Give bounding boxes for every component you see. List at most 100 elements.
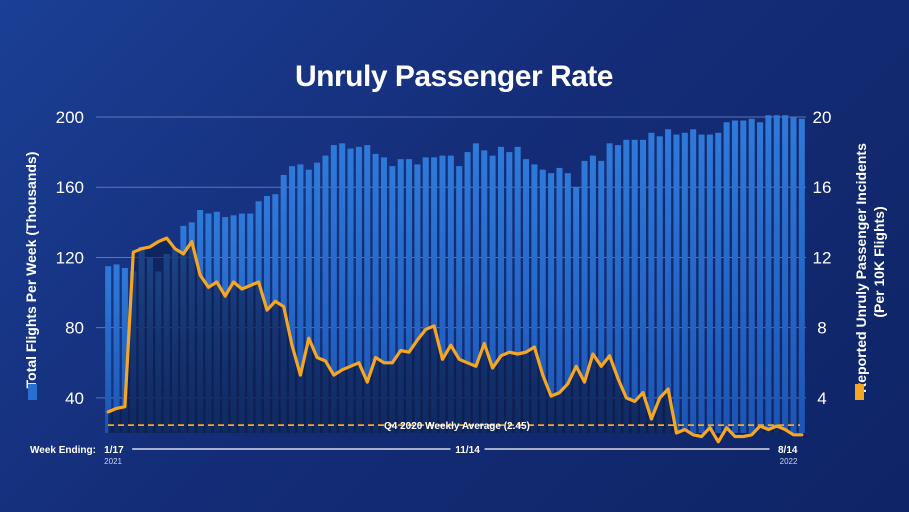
left-axis-title: Total Flights Per Week (Thousands) <box>23 152 39 389</box>
bar <box>355 146 362 433</box>
bar <box>456 166 463 433</box>
left-tick-label: 120 <box>56 248 84 267</box>
bar <box>614 145 621 434</box>
bar <box>422 157 429 433</box>
bar <box>506 152 513 433</box>
right-axis-title-group-2: (Per 10K Flights) <box>871 206 887 317</box>
bar <box>447 155 454 433</box>
bar <box>121 267 128 433</box>
reference-line-group: Q4 2020 Weekly Average (2.45) <box>108 421 800 432</box>
legend-swatch-incidents <box>855 384 864 400</box>
bar <box>414 164 421 433</box>
bar <box>564 173 571 433</box>
line-series <box>106 236 804 444</box>
bar <box>314 162 321 433</box>
bar <box>656 136 663 434</box>
bar <box>706 134 713 434</box>
bar <box>539 169 546 433</box>
bar <box>681 132 688 434</box>
x-tick-label: 1/17 <box>104 445 124 456</box>
bar <box>782 115 789 433</box>
bar <box>289 166 296 433</box>
bar <box>297 164 304 433</box>
bar <box>757 122 764 434</box>
bar <box>497 146 504 433</box>
bar <box>514 146 521 433</box>
left-axis-ticks: 40 80 120 160 200 <box>56 108 84 408</box>
line-area <box>108 238 802 442</box>
bar <box>523 159 530 433</box>
left-tick-label: 40 <box>65 389 84 408</box>
x-tick-year: 2022 <box>780 457 798 466</box>
x-tick-label: 8/14 <box>778 445 798 456</box>
bar <box>698 134 705 434</box>
bar <box>715 132 722 434</box>
bar <box>573 187 580 433</box>
bar <box>740 120 747 433</box>
bar <box>339 143 346 434</box>
bar <box>389 166 396 433</box>
left-tick-label: 160 <box>56 178 84 197</box>
right-tick-label: 4 <box>817 389 826 408</box>
bar <box>548 173 555 433</box>
bar <box>690 129 697 434</box>
right-axis-ticks: 4 8 12 16 20 <box>813 108 832 408</box>
bar <box>790 117 797 433</box>
bar <box>531 164 538 433</box>
bar <box>481 150 488 433</box>
bar <box>105 266 112 433</box>
bar <box>598 160 605 433</box>
bar <box>489 155 496 433</box>
right-axis-title-line1: Reported Unruly Passenger Incidents <box>853 143 869 393</box>
right-tick-label: 12 <box>813 248 832 267</box>
bar <box>472 143 479 434</box>
bar <box>431 157 438 433</box>
week-ending-label: Week Ending: <box>30 445 96 456</box>
right-axis-title-group: Reported Unruly Passenger Incidents <box>853 143 869 393</box>
bar <box>798 118 805 433</box>
legend-swatch-flights <box>28 384 37 400</box>
bar <box>723 122 730 434</box>
reference-line-label: Q4 2020 Weekly Average (2.45) <box>384 421 530 432</box>
line-area-shade <box>108 238 802 442</box>
bar <box>631 139 638 434</box>
right-axis-title-line2: (Per 10K Flights) <box>871 206 887 317</box>
left-axis-title-group: Total Flights Per Week (Thousands) <box>23 152 39 389</box>
bar <box>113 264 120 433</box>
bar <box>623 139 630 434</box>
bar <box>673 134 680 434</box>
bar <box>773 115 780 433</box>
incident-line <box>106 236 804 444</box>
bar <box>397 159 404 433</box>
bar <box>606 143 613 434</box>
left-tick-label: 200 <box>56 108 84 127</box>
bar <box>347 148 354 433</box>
bar <box>648 132 655 434</box>
right-tick-label: 16 <box>813 178 832 197</box>
bar <box>589 155 596 433</box>
bar <box>330 145 337 434</box>
right-tick-label: 8 <box>817 319 826 338</box>
bar <box>640 139 647 434</box>
bar <box>280 174 287 433</box>
chart-title: Unruly Passenger Rate <box>295 60 613 93</box>
bar <box>439 155 446 433</box>
right-tick-label: 20 <box>813 108 832 127</box>
bar <box>364 145 371 434</box>
x-tick-year: 2021 <box>104 457 122 466</box>
bar <box>748 118 755 433</box>
bar <box>322 155 329 433</box>
bar <box>556 167 563 433</box>
bar <box>731 120 738 433</box>
left-tick-label: 80 <box>65 319 84 338</box>
bar <box>765 115 772 433</box>
bar <box>581 160 588 433</box>
bar <box>665 129 672 434</box>
bar <box>305 169 312 433</box>
bar <box>406 159 413 433</box>
bar <box>372 153 379 433</box>
bar <box>380 157 387 433</box>
x-tick-label: 11/14 <box>455 445 480 456</box>
